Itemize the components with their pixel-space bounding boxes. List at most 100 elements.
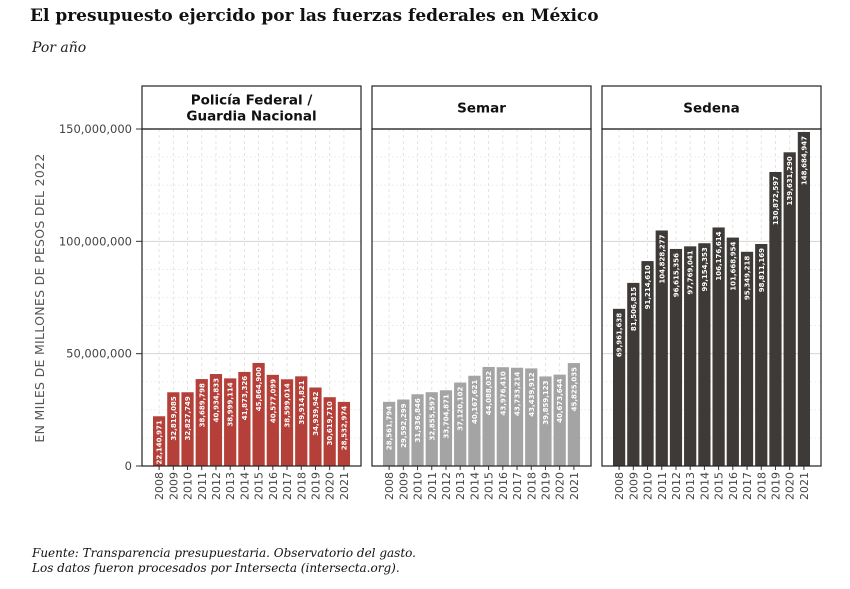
bar-value-label: 101,668,954 — [729, 241, 737, 290]
bar-value-label: 30,619,710 — [326, 401, 334, 445]
panel-semar: Semar 28,561,794 2008 29,592,299 2009 31,936,… — [371, 85, 592, 500]
x-tick-label: 2012 — [440, 472, 453, 500]
bar — [769, 171, 782, 466]
bar — [783, 152, 796, 466]
bar-value-label: 96,615,356 — [672, 253, 680, 297]
bar-value-label: 99,154,353 — [701, 247, 709, 291]
bar-value-label: 38,689,798 — [198, 383, 206, 427]
bar-value-label: 95,349,218 — [744, 256, 752, 300]
panel-title-line: Guardia Nacional — [186, 109, 316, 125]
x-tick-label: 2008 — [153, 472, 166, 500]
panel-border — [601, 128, 822, 467]
bar — [224, 378, 237, 466]
bar — [740, 251, 754, 466]
bar-value-label: 40,167,621 — [471, 380, 479, 424]
bar — [181, 392, 194, 466]
panel-title: Semar — [457, 101, 506, 117]
bar — [195, 379, 208, 466]
panel-sedena: Sedena 69,961,638 2008 81,506,815 2009 91,214… — [601, 85, 822, 500]
x-tick-label: 2009 — [397, 472, 410, 500]
bar — [539, 376, 552, 466]
bar-value-label: 130,872,597 — [772, 176, 780, 225]
bar — [337, 401, 351, 466]
bar-value-label: 28,532,974 — [340, 406, 348, 450]
bar — [655, 230, 668, 466]
bar-value-label: 43,439,912 — [528, 372, 536, 416]
x-tick-label: 2017 — [281, 472, 294, 500]
bar-value-label: 139,631,290 — [786, 156, 794, 205]
panel-strip — [141, 85, 362, 130]
bar — [382, 401, 396, 466]
x-tick-label: 2020 — [784, 472, 797, 500]
bar-value-label: 81,506,815 — [630, 287, 638, 331]
bar — [641, 261, 654, 466]
bar-value-label: 40,577,099 — [269, 379, 277, 423]
x-tick-label: 2012 — [670, 472, 683, 500]
bar-value-label: 32,819,085 — [170, 396, 178, 440]
panel-title-line: Policía Federal / — [191, 93, 313, 109]
bar — [454, 382, 467, 466]
bar-value-label: 32,855,597 — [428, 396, 436, 440]
x-tick-label: 2016 — [267, 472, 280, 500]
bar-value-label: 91,214,610 — [644, 265, 652, 309]
y-axis-label: EN MILES DE MILLONES DE PESOS DEL 2022 — [32, 153, 47, 442]
x-tick-label: 2020 — [324, 472, 337, 500]
bar — [152, 416, 166, 466]
bar-value-label: 32,827,749 — [184, 396, 192, 440]
x-tick-label: 2010 — [182, 472, 195, 500]
panel-border — [371, 128, 592, 467]
bar-value-label: 31,936,846 — [414, 398, 422, 442]
bar — [482, 366, 495, 466]
panel-title: Sedena — [683, 101, 739, 117]
bar — [627, 282, 640, 466]
bar — [797, 131, 811, 467]
bar — [252, 362, 265, 466]
x-tick-label: 2015 — [483, 472, 496, 500]
bar — [295, 376, 308, 466]
bar — [525, 368, 538, 466]
x-tick-label: 2018 — [525, 472, 538, 500]
x-tick-label: 2010 — [642, 472, 655, 500]
panel-title: Policía Federal / Guardia Nacional — [186, 93, 316, 125]
x-tick-label: 2020 — [554, 472, 567, 500]
bar — [209, 374, 223, 466]
bar — [684, 246, 697, 466]
panel-title-line: Semar — [457, 101, 506, 117]
x-tick-label: 2013 — [224, 472, 237, 500]
x-tick-label: 2016 — [727, 472, 740, 500]
bar — [712, 227, 725, 466]
chart-subtitle: Por año — [32, 40, 87, 56]
x-tick-label: 2021 — [338, 472, 351, 500]
bar-value-label: 40,934,833 — [212, 378, 220, 422]
x-tick-label: 2008 — [613, 472, 626, 500]
x-tick-label: 2014 — [698, 472, 711, 500]
bar-value-label: 43,733,214 — [514, 372, 522, 416]
x-tick-label: 2019 — [539, 472, 552, 500]
y-tick-label: 150,000,000 — [59, 122, 132, 136]
x-tick-label: 2016 — [497, 472, 510, 500]
bar — [698, 243, 711, 466]
x-tick-label: 2017 — [511, 472, 524, 500]
bar-value-label: 38,999,114 — [227, 382, 235, 426]
bar — [510, 367, 524, 466]
bar-value-label: 44,088,032 — [485, 371, 493, 415]
bar — [309, 387, 322, 466]
bar-value-label: 43,976,410 — [499, 371, 507, 415]
bar-value-label: 41,873,326 — [241, 376, 249, 420]
panel-border — [141, 128, 362, 467]
x-tick-label: 2013 — [454, 472, 467, 500]
bar-value-label: 29,592,299 — [400, 403, 408, 447]
caption-source: Fuente: Transparencia presupuestaria. Ob… — [32, 546, 416, 560]
bar-value-label: 39,914,821 — [298, 380, 306, 424]
x-tick-label: 2014 — [468, 472, 481, 500]
bar — [425, 392, 438, 466]
x-tick-label: 2014 — [238, 472, 251, 500]
x-tick-label: 2021 — [798, 472, 811, 500]
bar-value-label: 39,859,123 — [542, 380, 550, 424]
bar-value-label: 106,176,614 — [715, 231, 723, 280]
bar-value-label: 45,825,035 — [570, 367, 578, 411]
bar — [411, 394, 424, 466]
panel-policia: Policía Federal / Guardia Nacional 22,140,… — [141, 85, 362, 500]
y-tick-label: 100,000,000 — [59, 234, 132, 248]
x-tick-label: 2012 — [210, 472, 223, 500]
